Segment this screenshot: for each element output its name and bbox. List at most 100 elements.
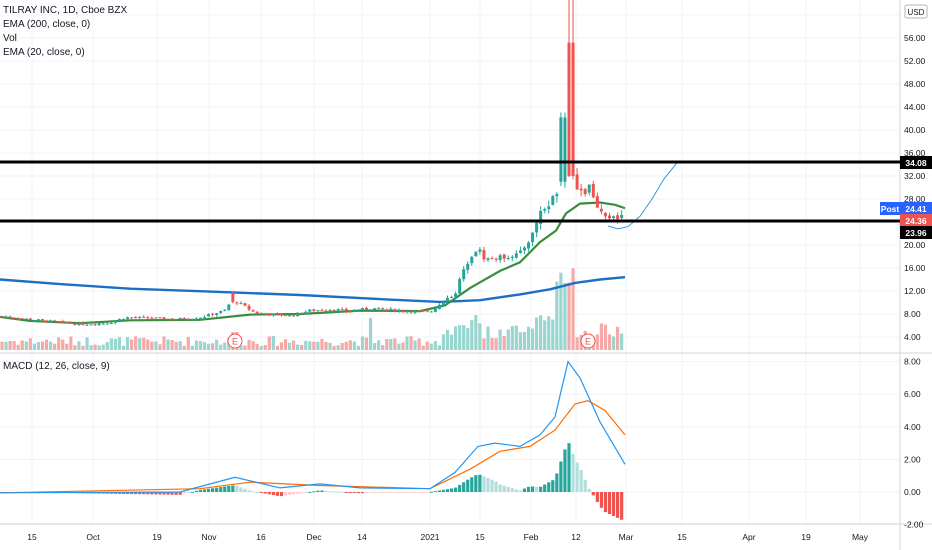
volume-bar: [413, 340, 417, 350]
projection-curve: [607, 161, 679, 230]
candle: [417, 310, 421, 313]
candle: [130, 317, 134, 320]
price-axis[interactable]: 60.0056.0052.0048.0044.0040.0036.0032.00…: [904, 10, 926, 342]
macd-tick-label: 0.00: [904, 487, 921, 497]
macd-legend[interactable]: MACD (12, 26, close, 9): [3, 361, 110, 372]
candle: [61, 319, 65, 323]
volume-bar: [57, 337, 61, 350]
candle: [563, 112, 567, 188]
time-axis[interactable]: 15 Oct 19 Nov 16 Dec 14 2021 15 Feb 12 Mar 15 Apr 19 Ma…: [27, 532, 869, 542]
volume-bar: [20, 340, 24, 350]
volume-bar: [162, 336, 166, 350]
candle: [300, 312, 304, 315]
candle: [518, 246, 522, 254]
candle: [514, 250, 518, 259]
volume-bar: [219, 344, 223, 350]
macd-hist-bar: [478, 474, 482, 492]
volume-bar: [405, 336, 409, 350]
svg-text:23.96: 23.96: [905, 228, 927, 238]
indicator-legend-ema200[interactable]: EMA (200, close, 0): [3, 19, 90, 30]
volume-bar: [263, 345, 267, 350]
volume-bar: [502, 335, 506, 350]
candle: [365, 306, 368, 311]
candle: [251, 309, 255, 312]
price-tick-label: 40.00: [904, 125, 926, 135]
volume-bar: [514, 325, 518, 350]
macd-hist-bar: [170, 492, 174, 495]
candle: [126, 316, 130, 320]
macd-hist-bar: [219, 487, 223, 492]
volume-bar: [397, 343, 401, 350]
candle: [178, 317, 182, 320]
volume-bar: [223, 342, 227, 350]
time-tick-label: Oct: [86, 532, 100, 542]
candle: [571, 0, 575, 180]
macd-hist-bar: [215, 487, 219, 492]
volume-bar: [36, 341, 41, 350]
macd-hist-bar: [316, 490, 320, 492]
macd-hist-bar: [429, 491, 433, 493]
candle: [53, 319, 57, 322]
volume-bar: [445, 329, 450, 350]
candle: [73, 322, 77, 326]
macd-hist-bar: [178, 492, 182, 495]
volume-bar: [138, 338, 142, 350]
indicator-legend-vol[interactable]: Vol: [3, 33, 17, 44]
volume-bar: [255, 343, 259, 350]
candle: [510, 255, 514, 262]
candle: [478, 247, 482, 255]
volume-bar: [320, 338, 324, 350]
macd-hist-bar: [336, 491, 340, 493]
volume-bar: [611, 336, 616, 350]
volume-bar: [316, 341, 320, 350]
macd-hist-bar: [283, 492, 288, 496]
volume-bar: [328, 342, 332, 350]
macd-hist-bar: [616, 492, 620, 518]
earnings-marker[interactable]: E: [580, 333, 596, 349]
macd-hist-bar: [506, 486, 510, 492]
volume-bar: [539, 315, 543, 350]
volume-bar: [575, 337, 579, 350]
candle: [109, 322, 113, 325]
time-tick-label: May: [852, 532, 869, 542]
macd-hist-bar: [482, 476, 486, 492]
macd-hist-bar: [211, 488, 215, 492]
candle: [77, 321, 81, 327]
macd-axis[interactable]: 8.00 6.00 4.00 2.00 0.00 -2.00: [904, 357, 924, 530]
volume-bar: [275, 345, 279, 350]
macd-hist-bar: [535, 486, 539, 492]
candle: [336, 307, 340, 313]
volume-bars: [0, 268, 624, 350]
candle: [429, 310, 433, 313]
candle: [454, 291, 458, 298]
level-price-badge: 23.96: [900, 226, 932, 239]
macd-histogram: [0, 443, 624, 520]
time-tick-label: 15: [677, 532, 687, 542]
volume-bar: [150, 341, 154, 350]
macd-hist-bar: [397, 492, 401, 493]
candle: [393, 308, 397, 313]
volume-bar: [555, 281, 559, 350]
macd-hist-bar: [425, 492, 429, 493]
gridlines: [0, 0, 900, 526]
candle: [373, 308, 377, 311]
indicator-legend-ema20[interactable]: EMA (20, close, 0): [3, 47, 85, 58]
volume-bar: [421, 345, 425, 350]
candle: [543, 207, 547, 214]
volume-bar: [607, 334, 612, 350]
macd-hist-bar: [271, 492, 275, 496]
candle: [312, 308, 316, 313]
macd-hist-bar: [174, 492, 178, 495]
candle: [522, 246, 526, 255]
earnings-marker[interactable]: E: [227, 333, 243, 349]
volume-bar: [109, 338, 113, 350]
candle: [490, 256, 494, 260]
currency-label[interactable]: USD: [904, 4, 928, 19]
macd-hist-bar: [547, 482, 551, 492]
candle: [247, 303, 251, 312]
macd-hist-bar: [583, 479, 587, 492]
volume-bar: [182, 345, 186, 350]
macd-hist-bar: [235, 485, 239, 492]
macd-hist-bar: [620, 492, 624, 520]
